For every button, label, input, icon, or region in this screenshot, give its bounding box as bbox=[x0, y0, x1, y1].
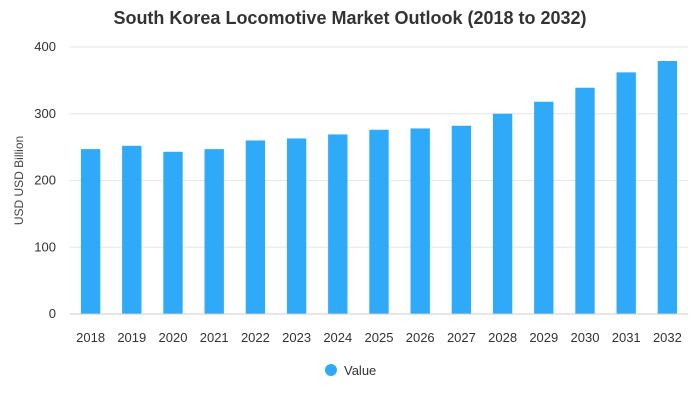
y-tick-label: 200 bbox=[34, 173, 56, 188]
bar-2026[interactable] bbox=[410, 128, 430, 314]
legend-label: Value bbox=[344, 363, 376, 378]
bar-2029[interactable] bbox=[534, 101, 554, 314]
y-tick-label: 0 bbox=[49, 306, 56, 321]
x-tick-label: 2020 bbox=[159, 330, 188, 345]
bar-2025[interactable] bbox=[369, 129, 389, 314]
x-tick-label: 2023 bbox=[282, 330, 311, 345]
chart-title: South Korea Locomotive Market Outlook (2… bbox=[113, 8, 587, 28]
bar-2019[interactable] bbox=[122, 145, 142, 314]
y-tick-label: 300 bbox=[34, 106, 56, 121]
bar-2020[interactable] bbox=[163, 151, 183, 314]
x-tick-label: 2022 bbox=[241, 330, 270, 345]
x-tick-label: 2029 bbox=[529, 330, 558, 345]
x-tick-label: 2026 bbox=[406, 330, 435, 345]
x-tick-label: 2021 bbox=[200, 330, 229, 345]
x-axis-ticks: 2018 2019 2020 2021 2022 2023 2024 2025 2026 2027… bbox=[76, 330, 682, 345]
x-tick-label: 2025 bbox=[365, 330, 394, 345]
bar-2028[interactable] bbox=[492, 113, 513, 314]
x-tick-label: 2031 bbox=[612, 330, 641, 345]
bar-2022[interactable] bbox=[245, 140, 266, 314]
x-tick-label: 2032 bbox=[653, 330, 682, 345]
y-axis-ticks: 0 100 200 300 400 bbox=[34, 39, 56, 321]
y-tick-label: 100 bbox=[34, 239, 56, 254]
x-tick-label: 2027 bbox=[447, 330, 476, 345]
x-tick-label: 2024 bbox=[323, 330, 352, 345]
bars bbox=[80, 61, 678, 315]
bar-2027[interactable] bbox=[451, 125, 472, 314]
x-tick-label: 2018 bbox=[76, 330, 105, 345]
bar-2023[interactable] bbox=[286, 138, 307, 314]
x-tick-label: 2028 bbox=[488, 330, 517, 345]
bar-2024[interactable] bbox=[328, 134, 348, 314]
bar-2032[interactable] bbox=[657, 61, 678, 314]
legend[interactable]: Value bbox=[325, 363, 376, 378]
y-tick-label: 400 bbox=[34, 39, 56, 54]
bar-2030[interactable] bbox=[575, 87, 595, 314]
x-tick-label: 2019 bbox=[117, 330, 146, 345]
legend-swatch-icon bbox=[325, 364, 337, 376]
bar-2031[interactable] bbox=[616, 72, 636, 315]
y-axis-label: USD USD Billion bbox=[12, 136, 26, 225]
x-tick-label: 2030 bbox=[571, 330, 600, 345]
bar-2021[interactable] bbox=[204, 149, 224, 314]
bar-2018[interactable] bbox=[80, 149, 101, 314]
